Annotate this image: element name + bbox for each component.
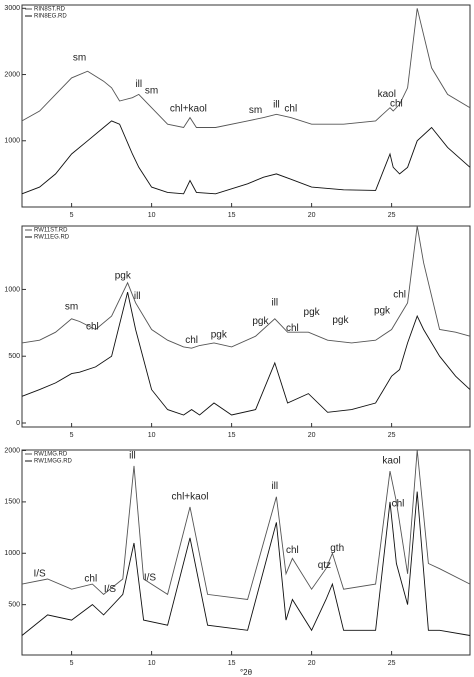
- y-tick-label: 1500: [4, 499, 20, 506]
- legend-label: RW1MG.RD: [34, 452, 68, 458]
- legend-label: RW1MGG.RD: [34, 459, 73, 465]
- peak-label: chl: [286, 545, 299, 556]
- peak-label: pgk: [374, 305, 391, 316]
- y-tick-label: 1000: [4, 138, 20, 145]
- peak-label: sm: [65, 301, 78, 312]
- peak-label: I/S: [144, 573, 157, 584]
- x-tick-label: 10: [148, 660, 156, 667]
- x-tick-label: 10: [148, 212, 156, 219]
- x-tick-label: 15: [228, 212, 236, 219]
- peak-label: chl: [390, 98, 403, 109]
- peak-label: ill: [129, 450, 136, 461]
- x-tick-label: 5: [70, 660, 74, 667]
- peak-label: chl: [185, 335, 198, 346]
- peak-label: ill: [273, 100, 280, 111]
- plot-frame: [21, 4, 471, 208]
- peak-label: pgk: [211, 329, 228, 340]
- peak-label: sm: [73, 53, 86, 64]
- x-tick-label: 25: [388, 432, 396, 439]
- x-tick-label: 15: [228, 660, 236, 667]
- x-tick-label: 5: [70, 432, 74, 439]
- peak-label: chl: [286, 323, 299, 334]
- y-tick-label: 1000: [4, 286, 20, 293]
- peak-label: pgk: [332, 315, 349, 326]
- plot-frame: [21, 449, 471, 656]
- y-tick-label: 500: [8, 601, 20, 608]
- x-tick-label: 10: [148, 432, 156, 439]
- peak-label: pgk: [115, 271, 132, 282]
- peak-label: chl: [392, 499, 405, 510]
- y-tick-label: 3000: [4, 5, 20, 12]
- y-tick-label: 0: [16, 420, 20, 427]
- peak-label: chl: [284, 104, 297, 115]
- x-tick-label: 20: [308, 212, 316, 219]
- peak-label: qtz: [318, 560, 331, 571]
- peak-label: chl+kaol: [170, 104, 207, 115]
- peak-label: I/S: [33, 568, 46, 579]
- legend-label: RW11EG.RD: [34, 235, 70, 241]
- peak-label: ill: [271, 297, 278, 308]
- plot-frame: [21, 225, 471, 428]
- peak-label: ill: [135, 79, 142, 90]
- peak-label: kaol: [382, 455, 400, 466]
- x-tick-label: 20: [308, 432, 316, 439]
- peak-label: chl: [86, 321, 99, 332]
- x-tick-label: 25: [388, 660, 396, 667]
- x-tick-label: 20: [308, 660, 316, 667]
- y-tick-label: 500: [8, 353, 20, 360]
- x-axis-label: °2θ: [240, 668, 253, 677]
- series-line: [21, 8, 471, 129]
- series-line: [21, 291, 471, 416]
- y-tick-label: 1000: [4, 550, 20, 557]
- legend-label: RIN8ST.RD: [34, 7, 66, 13]
- peak-label: sm: [145, 86, 158, 97]
- peak-label: pgk: [304, 307, 321, 318]
- x-tick-label: 5: [70, 212, 74, 219]
- peak-label: chl: [393, 289, 406, 300]
- peak-label: ill: [134, 291, 141, 302]
- peak-label: I/S: [104, 584, 117, 595]
- peak-label: pgk: [252, 316, 269, 327]
- peak-label: ill: [271, 481, 278, 492]
- x-tick-label: 25: [388, 212, 396, 219]
- series-line: [21, 120, 471, 195]
- peak-label: chl: [84, 574, 97, 585]
- legend-label: RIN8EG.RD: [34, 14, 67, 20]
- peak-label: sm: [249, 105, 262, 116]
- peak-label: chl+kaol: [172, 491, 209, 502]
- series-line: [21, 449, 471, 600]
- peak-label: gth: [330, 543, 344, 554]
- series-line: [21, 225, 471, 349]
- x-tick-label: 15: [228, 432, 236, 439]
- y-tick-label: 2000: [4, 447, 20, 454]
- series-line: [21, 491, 471, 636]
- peak-label: kaol: [378, 89, 396, 100]
- legend-label: RW11ST.RD: [34, 228, 68, 234]
- y-tick-label: 2000: [4, 71, 20, 78]
